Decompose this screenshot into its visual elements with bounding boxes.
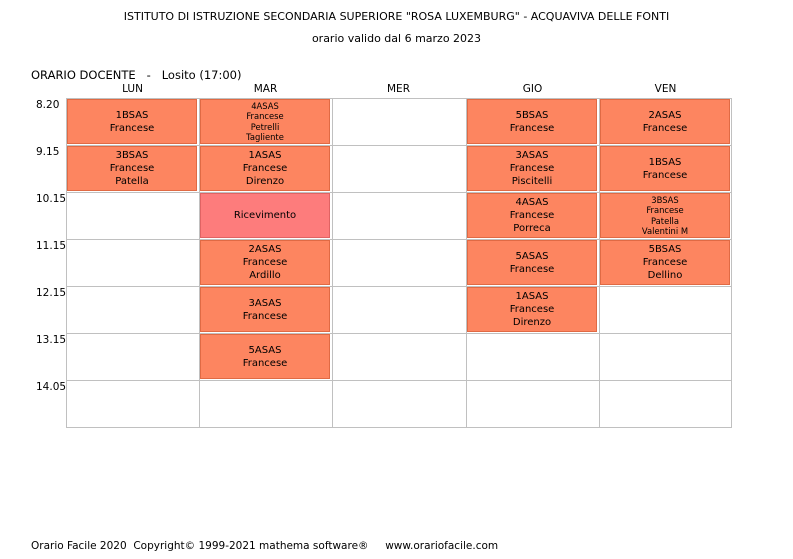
lesson-cell[interactable]: 5ASAS Francese xyxy=(467,240,597,285)
lesson-detail: Valentini M xyxy=(641,225,689,236)
lesson-class: 4ASAS xyxy=(251,100,279,111)
lesson-detail: Francese xyxy=(509,163,555,174)
timetable-grid: LUN MAR MER GIO VEN 8.20 9.15 10.15 11.15 12.15 13… xyxy=(36,83,732,428)
lesson-cell[interactable]: 1BSAS Francese xyxy=(67,99,197,144)
day-header-lun: LUN xyxy=(122,83,143,95)
lesson-class: 4ASAS xyxy=(515,197,549,208)
time-label: 12.15 xyxy=(36,287,67,299)
footer-copyright: Orario Facile 2020 Copyright© 1999-2021 … xyxy=(31,540,499,552)
school-title: ISTITUTO DI ISTRUZIONE SECONDARIA SUPERI… xyxy=(123,10,670,23)
time-label: 8.20 xyxy=(36,99,60,111)
lesson-class: Ricevimento xyxy=(233,210,297,221)
lesson-detail: Francese xyxy=(509,210,555,221)
day-header-gio: GIO xyxy=(522,83,543,95)
lesson-class: 3ASAS xyxy=(248,297,282,309)
lesson-detail: Direnzo xyxy=(245,176,285,187)
time-label: 11.15 xyxy=(36,240,67,252)
lesson-class: 1ASAS xyxy=(248,150,282,161)
lesson-class: 1BSAS xyxy=(115,109,149,121)
lesson-cell[interactable]: 5BSAS Francese xyxy=(467,99,597,144)
lesson-detail: Piscitelli xyxy=(511,176,553,187)
lesson-detail: Porreca xyxy=(513,223,551,234)
lesson-detail: Francese xyxy=(509,122,555,134)
grid-hline xyxy=(66,333,732,334)
grid-hline xyxy=(66,239,732,240)
lesson-detail: Francese xyxy=(242,257,288,268)
lesson-class: 3BSAS xyxy=(115,150,149,161)
lesson-cell[interactable]: 3BSAS Francese Patella Valentini M xyxy=(600,193,730,238)
lesson-cell[interactable]: 1ASAS Francese Direnzo xyxy=(467,287,597,332)
lesson-detail: Tagliente xyxy=(246,131,284,142)
lesson-detail: Francese xyxy=(242,357,288,369)
lesson-class: 3ASAS xyxy=(515,150,549,161)
lesson-cell[interactable]: 3ASAS Francese xyxy=(200,287,330,332)
lesson-detail: Francese xyxy=(509,304,555,315)
lesson-detail: Francese xyxy=(646,205,684,216)
validity-subtitle: orario valido dal 6 marzo 2023 xyxy=(311,32,482,45)
lesson-detail: Francese xyxy=(509,263,555,275)
grid-vline xyxy=(332,98,333,428)
reception-cell[interactable]: Ricevimento xyxy=(200,193,330,238)
day-header-mer: MER xyxy=(387,83,410,95)
lesson-detail: Francese xyxy=(246,111,284,122)
lesson-cell[interactable]: 5ASAS Francese xyxy=(200,334,330,379)
lesson-cell[interactable]: 1ASAS Francese Direnzo xyxy=(200,146,330,191)
lesson-detail: Patella xyxy=(115,176,149,187)
lesson-cell[interactable]: 1BSAS Francese xyxy=(600,146,730,191)
grid-hline xyxy=(66,286,732,287)
lesson-detail: Francese xyxy=(109,163,155,174)
grid-hline xyxy=(66,380,732,381)
lesson-cell[interactable]: 3BSAS Francese Patella xyxy=(67,146,197,191)
grid-hline xyxy=(66,145,732,146)
time-label: 13.15 xyxy=(36,334,67,346)
lesson-cell[interactable]: 4ASAS Francese Petrelli Tagliente xyxy=(200,99,330,144)
lesson-class: 5BSAS xyxy=(648,244,682,255)
grid-hline xyxy=(66,98,732,99)
grid-vline xyxy=(599,98,600,428)
lesson-detail: Francese xyxy=(642,169,688,181)
lesson-detail: Francese xyxy=(642,257,688,268)
lesson-detail: Francese xyxy=(642,122,688,134)
lesson-detail: Dellino xyxy=(647,270,683,281)
grid-vline xyxy=(199,98,200,428)
time-label: 9.15 xyxy=(36,146,60,158)
lesson-detail: Petrelli xyxy=(250,121,280,132)
grid-hline xyxy=(66,192,732,193)
lesson-class: 5ASAS xyxy=(248,344,282,356)
lesson-class: 2ASAS xyxy=(248,244,282,255)
lesson-class: 1ASAS xyxy=(515,291,549,302)
lesson-cell[interactable]: 3ASAS Francese Piscitelli xyxy=(467,146,597,191)
lesson-detail: Direnzo xyxy=(512,317,552,328)
lesson-class: 3BSAS xyxy=(651,194,679,205)
grid-vline xyxy=(466,98,467,428)
lesson-class: 2ASAS xyxy=(648,109,682,121)
day-header-ven: VEN xyxy=(654,83,677,95)
time-label: 14.05 xyxy=(36,381,67,393)
lesson-detail: Patella xyxy=(650,215,680,226)
teacher-timetable-heading: ORARIO DOCENTE - Losito (17:00) xyxy=(31,68,242,82)
lesson-cell[interactable]: 2ASAS Francese Ardillo xyxy=(200,240,330,285)
lesson-detail: Ardillo xyxy=(249,270,281,281)
grid-hline xyxy=(66,427,732,428)
grid-vline xyxy=(66,98,67,428)
lesson-detail: Francese xyxy=(109,122,155,134)
lesson-detail: Francese xyxy=(242,163,288,174)
lesson-detail: Francese xyxy=(242,310,288,322)
day-header-mar: MAR xyxy=(253,83,278,95)
lesson-cell[interactable]: 2ASAS Francese xyxy=(600,99,730,144)
time-label: 10.15 xyxy=(36,193,67,205)
lesson-cell[interactable]: 4ASAS Francese Porreca xyxy=(467,193,597,238)
lesson-class: 1BSAS xyxy=(648,156,682,168)
lesson-cell[interactable]: 5BSAS Francese Dellino xyxy=(600,240,730,285)
lesson-class: 5BSAS xyxy=(515,109,549,121)
grid-vline xyxy=(731,98,732,428)
lesson-class: 5ASAS xyxy=(515,250,549,262)
